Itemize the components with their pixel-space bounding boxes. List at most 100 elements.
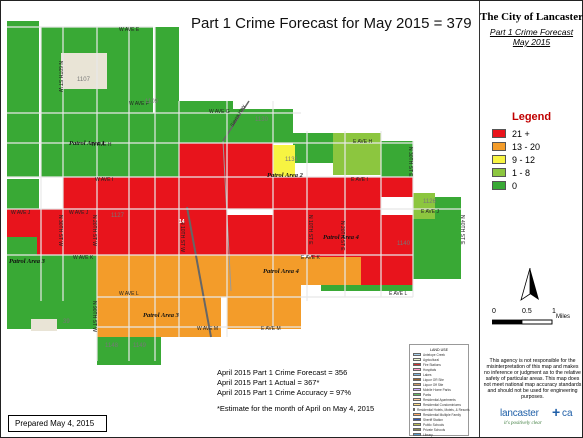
street-label: N 30TH ST E: [407, 147, 413, 177]
zone-id: 1149: [133, 343, 147, 349]
north-arrow-icon: [520, 268, 539, 301]
city-name: The City of Lancaster: [480, 11, 583, 23]
land-use-swatch: [413, 423, 421, 426]
land-use-item: Library: [410, 432, 468, 437]
land-use-item: Lakes: [410, 372, 468, 377]
street-label: E AVE K: [301, 255, 320, 261]
block: [31, 319, 57, 331]
land-use-swatch: [413, 413, 421, 416]
logo-plus-icon: +: [552, 404, 561, 420]
land-use-label: Agricultural: [423, 357, 439, 362]
block: [333, 133, 381, 175]
land-use-swatch: [413, 433, 421, 436]
legend-swatch: [492, 168, 506, 177]
zone-id: 1130: [255, 117, 269, 123]
scale-label: 1: [552, 308, 556, 315]
land-use-label: Liquor Off Site: [423, 382, 444, 387]
street-label: W AVE J: [11, 210, 31, 216]
land-use-label: Public Schools: [423, 422, 444, 427]
crime-forecast-map[interactable]: W AVE E W AVE F W AVE G W AVE H W AVE I …: [1, 1, 479, 437]
block: [155, 27, 179, 113]
street-label: W AVE K: [73, 255, 94, 261]
block: [361, 257, 413, 285]
zone-id: 1148: [105, 343, 119, 349]
street-label: W AVE M: [197, 326, 218, 332]
street-label: W AVE J: [69, 210, 89, 216]
land-use-swatch: [413, 408, 415, 411]
land-use-item: Residential Condominiums: [410, 402, 468, 407]
legend-swatch: [492, 142, 506, 151]
panel-subtitle-date: May 2015: [512, 37, 551, 47]
street-label: N 20TH ST E: [339, 221, 345, 251]
street-label: N 10TH ST E: [307, 215, 313, 245]
zone-id: 1109: [145, 99, 159, 105]
block: [233, 109, 293, 143]
street-label: E AVE J: [421, 209, 439, 215]
street-label: N 40TH ST E: [459, 215, 465, 245]
logo-tagline: it's positively clear: [504, 421, 542, 426]
block: [97, 297, 221, 337]
stat-note: *Estimate for the month of April on May …: [217, 404, 375, 413]
logo-word: lancaster: [500, 408, 539, 419]
land-use-item: Parks: [410, 392, 468, 397]
block: [7, 209, 37, 237]
land-use-item: Sheriff Station: [410, 417, 468, 422]
block: [179, 101, 233, 143]
land-use-item: Hospitals: [410, 367, 468, 372]
land-use-label: Antelope Creek: [423, 352, 445, 357]
street-label: E AVE L: [389, 291, 407, 297]
patrol-area-label: Patrol Area 2: [267, 172, 304, 179]
legend-label: 21 +: [512, 128, 530, 139]
map-area[interactable]: W AVE E W AVE F W AVE G W AVE H W AVE I …: [1, 1, 479, 437]
scale-label: 0: [492, 308, 496, 315]
street-label: W AVE F: [129, 101, 149, 107]
street-label: N 20TH ST W: [91, 215, 97, 246]
legend-label: 9 - 12: [512, 154, 536, 165]
legend-label: 1 - 8: [512, 167, 531, 178]
land-use-item: Residential Hotels, Motels, & Resorts: [410, 407, 470, 412]
highway: [186, 206, 212, 338]
legend-item: 9 - 12: [492, 153, 540, 166]
land-use-swatch: [413, 358, 421, 361]
disclaimer: This agency is not responsible for the m…: [483, 358, 582, 400]
legend-swatch: [492, 155, 506, 164]
stat-actual: April 2015 Part 1 Actual = 367*: [217, 378, 320, 387]
street-label: W AVE E: [119, 27, 140, 33]
land-use-item: Mobile Home Parks: [410, 387, 468, 392]
block: [413, 193, 435, 219]
zone-ids: 1107 1109 1130 1131 1127 1126 1140 39 11…: [63, 77, 437, 349]
land-use-swatch: [413, 398, 421, 401]
block: [293, 133, 333, 163]
zone-id: 1140: [397, 241, 411, 247]
block: [7, 179, 39, 299]
block: [187, 255, 227, 297]
zone-id: 1127: [111, 213, 125, 219]
land-use-legend: LAND USE Antelope Creek Agricultural Fire …: [409, 344, 470, 437]
legend: 21 + 13 - 20 9 - 12 1 - 8 0: [492, 127, 540, 192]
land-use-item: Public Schools: [410, 422, 468, 427]
street-label: N 30TH ST W: [57, 215, 63, 246]
street-label: N 10TH ST W: [179, 221, 185, 252]
land-use-label: Sheriff Station: [423, 417, 443, 422]
block: [63, 177, 179, 209]
block: [227, 215, 311, 255]
zone-id: 1107: [77, 77, 91, 83]
stat-forecast: April 2015 Part 1 Crime Forecast = 356: [217, 368, 348, 377]
block: [41, 113, 179, 177]
block: [97, 255, 187, 297]
land-use-title: LAND USE: [430, 348, 448, 352]
logo-ca: ca: [562, 408, 573, 419]
land-use-label: Library: [423, 432, 433, 437]
zone-blocks: [7, 21, 461, 365]
land-use-label: Lakes: [423, 372, 432, 377]
prepared-date: Prepared May 4, 2015: [8, 415, 107, 432]
land-use-swatch: [413, 393, 421, 396]
panel-subtitle: Part 1 Crime Forecast: [489, 27, 574, 37]
block: [37, 255, 97, 299]
legend-label: 0: [512, 180, 518, 191]
info-panel: The City of Lancaster Part 1 Crime Forec…: [479, 1, 583, 437]
legend-swatch: [492, 129, 506, 138]
highway-label: 14: [179, 219, 185, 225]
block: [37, 209, 227, 255]
lancaster-logo: lancaster + ca it's positively clear: [500, 404, 576, 432]
